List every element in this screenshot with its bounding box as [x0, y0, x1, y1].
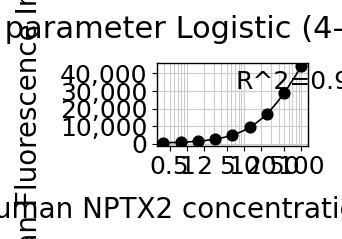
Title: Four parameter Logistic (4-PL) Curve Fit: Four parameter Logistic (4-PL) Curve Fit	[0, 15, 342, 44]
Y-axis label: Median Fluorescence Intensity: Median Fluorescence Intensity	[15, 0, 43, 239]
Point	[298, 65, 304, 68]
Point	[178, 141, 183, 144]
Text: R^2=0.999: R^2=0.999	[235, 70, 342, 94]
Point	[247, 125, 252, 129]
Point	[281, 91, 287, 95]
Point	[212, 137, 218, 141]
Point	[229, 133, 235, 137]
Point	[160, 141, 166, 145]
Point	[195, 139, 200, 143]
Point	[264, 112, 269, 116]
X-axis label: Human NPTX2 concentration (ng/mL): Human NPTX2 concentration (ng/mL)	[0, 196, 342, 224]
